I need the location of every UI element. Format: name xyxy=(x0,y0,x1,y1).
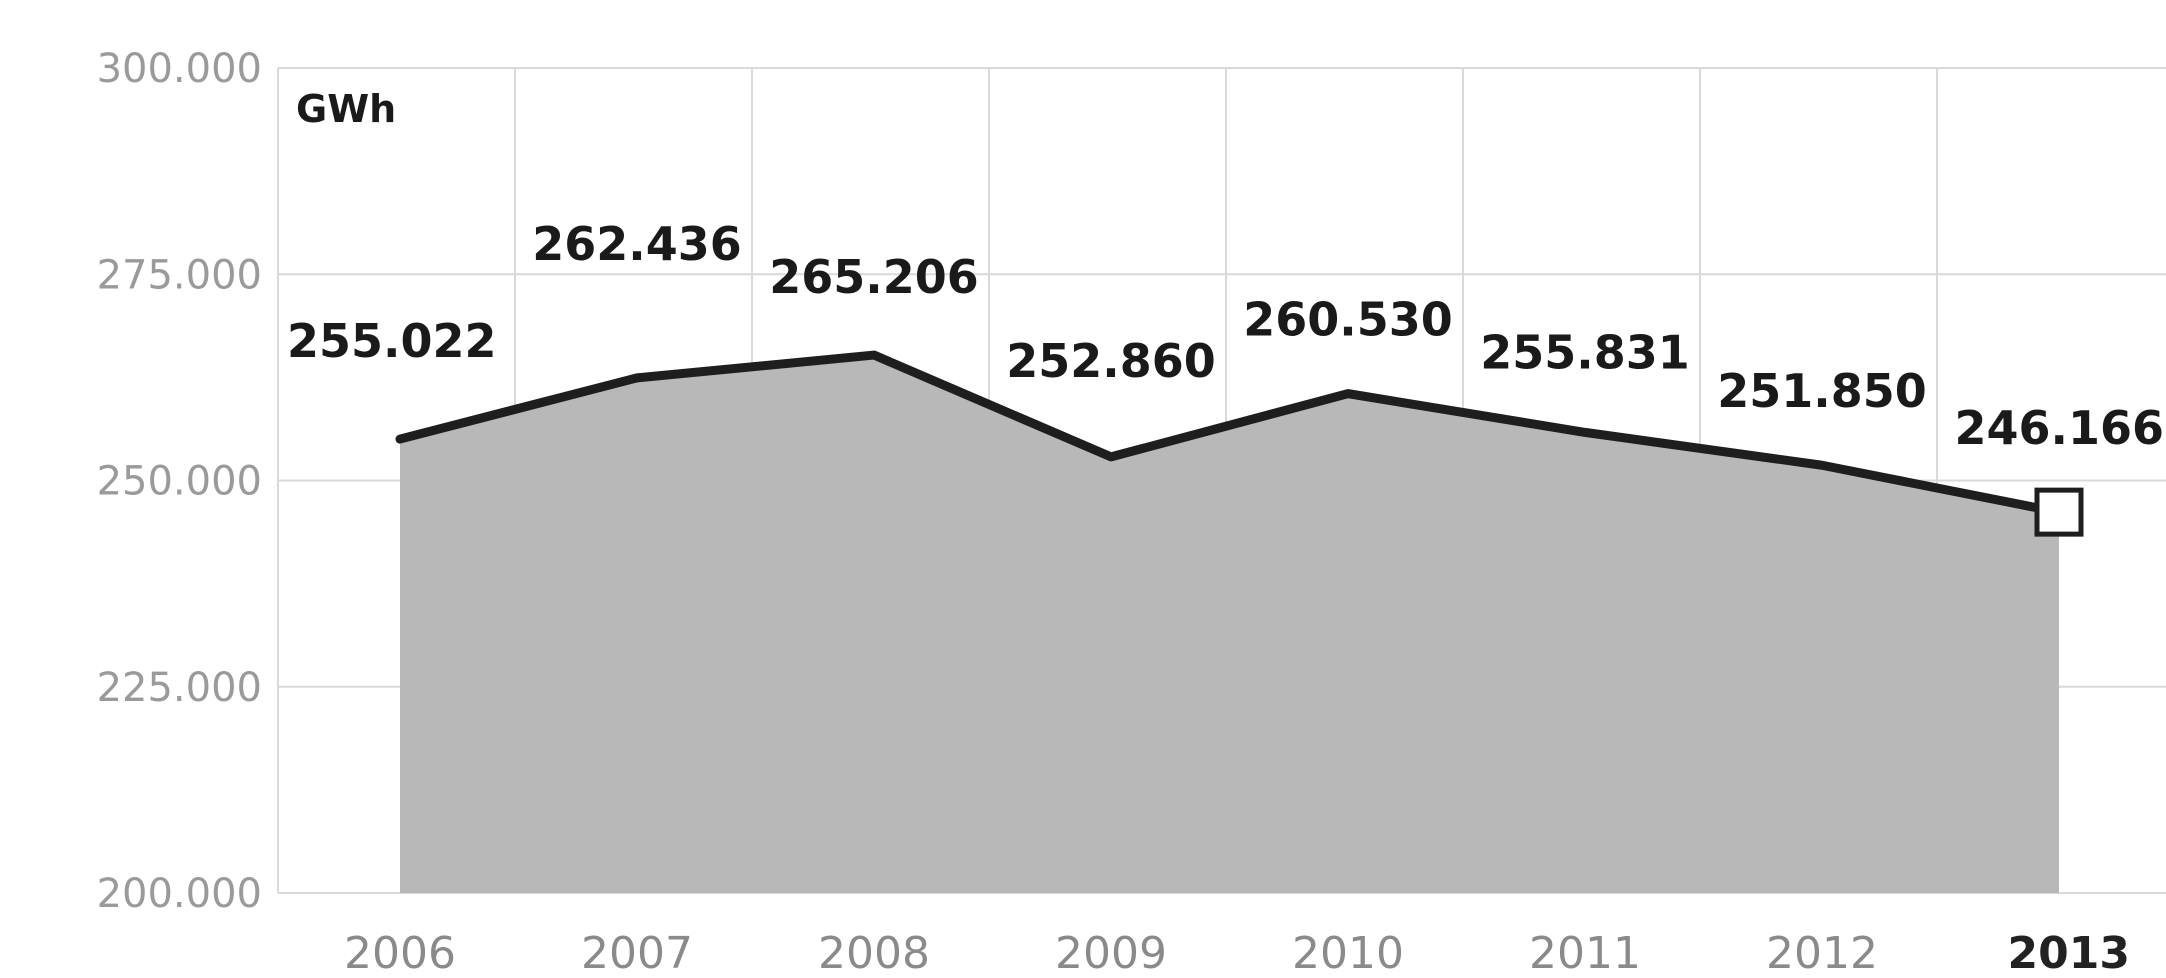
data-label: 262.436 xyxy=(532,217,742,271)
data-label: 246.166 xyxy=(1954,401,2164,455)
data-label: 255.831 xyxy=(1480,325,1690,379)
x-tick-label: 2006 xyxy=(344,928,456,978)
y-tick-label: 275.000 xyxy=(97,252,262,298)
x-axis-ticks: 2006 2007 2008 2009 2010 2011 2012 2013 xyxy=(344,928,2130,978)
series-line-layer xyxy=(395,350,2084,537)
x-tick-label: 2007 xyxy=(581,928,693,978)
y-tick-label: 200.000 xyxy=(97,871,262,917)
area-fill xyxy=(400,355,2059,893)
y-tick-label: 225.000 xyxy=(97,665,262,711)
highlight-point-marker xyxy=(2034,487,2084,537)
data-label: 251.850 xyxy=(1717,364,1927,418)
x-tick-label: 2012 xyxy=(1766,928,1878,978)
y-axis-ticks: 200.000 225.000 250.000 275.000 300.000 xyxy=(97,46,262,917)
data-label: 265.206 xyxy=(769,250,979,304)
series-line xyxy=(395,350,2064,517)
data-label: 252.860 xyxy=(1006,334,1216,388)
x-tick-label: 2011 xyxy=(1529,928,1641,978)
y-tick-label: 250.000 xyxy=(97,459,262,505)
x-tick-label: 2008 xyxy=(818,928,930,978)
x-tick-label: 2009 xyxy=(1055,928,1167,978)
unit-label: GWh xyxy=(296,87,396,131)
data-label: 260.530 xyxy=(1243,293,1453,347)
data-labels: 255.022 262.436 265.206 252.860 260.530 255.8… xyxy=(287,217,2164,455)
y-tick-label: 300.000 xyxy=(97,46,262,92)
x-tick-label: 2013 xyxy=(2008,928,2130,978)
area-fill-layer xyxy=(400,355,2059,893)
x-tick-label: 2010 xyxy=(1292,928,1404,978)
data-label: 255.022 xyxy=(287,314,497,368)
